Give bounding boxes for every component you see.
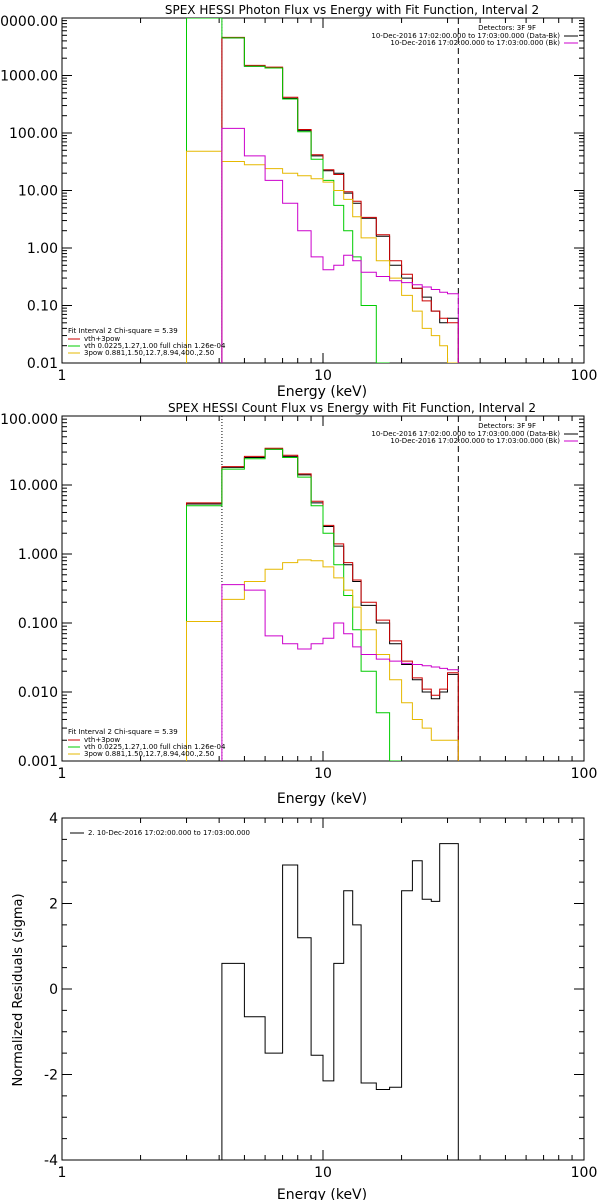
x-tick-label: 100 xyxy=(571,368,598,384)
x-tick-label: 100 xyxy=(571,1165,598,1181)
count-flux-xlabel: Energy (keV) xyxy=(277,791,367,807)
series-line-0 xyxy=(221,843,459,1160)
y-tick-label: 2 xyxy=(49,897,58,913)
photon-legend-header: Detectors: 3F 9F xyxy=(478,24,536,32)
y-tick-label: 0.100 xyxy=(18,616,58,632)
photon-legend-databk-label: 10-Dec-2016 17:02:00.000 to 17:03:00.000… xyxy=(371,32,560,40)
count-legend-header: Detectors: 3F 9F xyxy=(478,422,536,430)
y-tick-label: 100.00 xyxy=(9,126,58,142)
x-tick-label: 100 xyxy=(571,766,598,782)
residuals-panel: 1 10 100 -4 -2 0 2 4 Normalized Residuals (sigm… xyxy=(11,811,597,1203)
y-tick-label: 0.10 xyxy=(27,299,58,315)
photon-flux-legend-top-right: Detectors: 3F 9F 10-Dec-2016 17:02:00.00… xyxy=(371,24,578,47)
y-tick-label: 1.000 xyxy=(18,547,58,563)
photon-flux-frame xyxy=(61,17,585,364)
y-tick-label: 1000.00 xyxy=(0,69,58,85)
photon-flux-xlabel: Energy (keV) xyxy=(277,384,367,400)
series-line-0 xyxy=(186,448,459,761)
count-fit-vth-label: vth 0.0225,1.27,1.00 full chian 1.26e-04 xyxy=(84,743,226,751)
y-tick-label: 10.000 xyxy=(9,478,58,494)
series-line-1 xyxy=(221,36,459,363)
residuals-legend-label: 2. 10-Dec-2016 17:02:00.000 to 17:03:00.… xyxy=(88,829,250,837)
series-line-1 xyxy=(186,447,459,761)
y-tick-label: 4 xyxy=(49,811,58,827)
photon-fit-vthpow-label: vth+3pow xyxy=(84,335,120,343)
y-tick-label: 0.001 xyxy=(18,754,58,770)
residuals-plot-area: 1 10 100 -4 -2 0 2 4 xyxy=(44,811,597,1181)
y-tick-label: 0000.00 xyxy=(0,14,58,30)
photon-fit-vth-label: vth 0.0225,1.27,1.00 full chian 1.26e-04 xyxy=(84,342,226,350)
series-line-0 xyxy=(221,37,459,363)
residuals-xlabel: Energy (keV) xyxy=(277,1187,367,1200)
y-tick-label: 0.010 xyxy=(18,685,58,701)
x-tick-label: 1 xyxy=(58,766,67,782)
photon-flux-title: SPEX HESSI Photon Flux vs Energy with Fi… xyxy=(165,3,539,17)
count-flux-legend-top-right: Detectors: 3F 9F 10-Dec-2016 17:02:00.00… xyxy=(371,422,578,445)
y-tick-label: 100.000 xyxy=(0,412,58,428)
count-flux-legend-bottom-left: Fit Interval 2 Chi-square = 5.39 vth+3po… xyxy=(68,728,226,758)
count-flux-frame xyxy=(61,415,585,762)
series-line-4 xyxy=(221,584,459,761)
y-tick-label: -4 xyxy=(44,1153,58,1169)
series-line-4 xyxy=(221,127,459,363)
count-fit-vthpow-label: vth+3pow xyxy=(84,736,120,744)
series-line-3 xyxy=(186,559,459,761)
x-tick-label: 10 xyxy=(314,766,332,782)
count-flux-panel: SPEX HESSI Count Flux vs Energy with Fit… xyxy=(0,401,597,807)
photon-flux-legend-bottom-left: Fit Interval 2 Chi-square = 5.39 vth+3po… xyxy=(68,327,226,357)
y-tick-label: 0 xyxy=(49,982,58,998)
x-tick-label: 1 xyxy=(58,368,67,384)
count-flux-title: SPEX HESSI Count Flux vs Energy with Fit… xyxy=(168,401,536,415)
series-line-2 xyxy=(186,18,390,363)
count-fit-header: Fit Interval 2 Chi-square = 5.39 xyxy=(68,728,178,736)
y-tick-label: -2 xyxy=(44,1068,58,1084)
count-legend-databk-label: 10-Dec-2016 17:02:00.000 to 17:03:00.000… xyxy=(371,430,560,438)
count-fit-3pow-label: 3pow 0.881,1.50,12.7,8.94,400.,2.50 xyxy=(84,750,214,758)
photon-flux-panel: SPEX HESSI Photon Flux vs Energy with Fi… xyxy=(0,3,597,400)
photon-legend-bk-label: 10-Dec-2016 17:02:00.000 to 17:03:00.000… xyxy=(390,39,560,47)
y-tick-label: 1.00 xyxy=(27,241,58,257)
count-legend-bk-label: 10-Dec-2016 17:02:00.000 to 17:03:00.000… xyxy=(390,437,560,445)
residuals-frame xyxy=(61,817,585,1161)
x-tick-label: 1 xyxy=(58,1165,67,1181)
y-tick-label: 0.01 xyxy=(27,356,58,372)
y-tick-label: 10.00 xyxy=(18,184,58,200)
x-tick-label: 10 xyxy=(314,1165,332,1181)
photon-fit-3pow-label: 3pow 0.881,1.50,12.7,8.94,400.,2.50 xyxy=(84,349,214,357)
residuals-ylabel: Normalized Residuals (sigma) xyxy=(11,893,26,1086)
x-tick-label: 10 xyxy=(314,368,332,384)
series-line-2 xyxy=(186,448,402,761)
count-flux-plot-area: 1 10 100 0.001 0.010 0.100 1.000 10.000 100.000 xyxy=(0,412,597,782)
photon-flux-plot-area: 1 10 100 0.01 0.10 1.00 10.00 100.00 1000.00 0000… xyxy=(0,14,597,384)
residuals-legend: 2. 10-Dec-2016 17:02:00.000 to 17:03:00.… xyxy=(70,829,250,837)
photon-fit-header: Fit Interval 2 Chi-square = 5.39 xyxy=(68,327,178,335)
